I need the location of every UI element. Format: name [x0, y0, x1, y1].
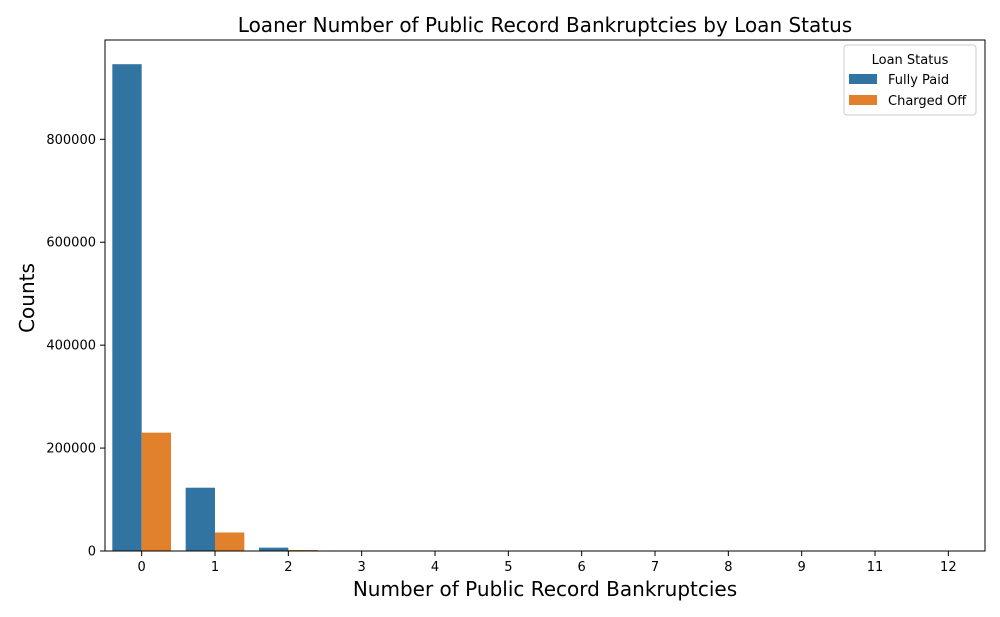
y-tick-label: 400000: [46, 339, 96, 354]
y-axis-ticks: 0 200000 400000 600000 800000: [46, 133, 105, 560]
x-tick-label: 11: [867, 560, 884, 575]
x-tick-label: 4: [431, 560, 439, 575]
legend-entry-label: Charged Off: [888, 94, 967, 109]
y-tick-label: 600000: [46, 236, 96, 251]
x-tick-label: 7: [651, 560, 659, 575]
bar-fully-paid-0: [112, 64, 142, 551]
bar-charged-off-1: [215, 532, 245, 551]
legend-title: Loan Status: [872, 53, 949, 68]
legend-entry-label: Fully Paid: [888, 73, 949, 88]
x-tick-label: 1: [211, 560, 219, 575]
legend-swatch: [849, 74, 877, 84]
bar-charged-off-0: [141, 432, 171, 551]
x-tick-label: 6: [578, 560, 586, 575]
plot-area: [104, 39, 986, 552]
y-tick-label: 0: [88, 545, 96, 560]
axes-frame: [104, 39, 986, 552]
x-axis-ticks: 0 1 2 3 4 5 6 7 8 9 11 12: [138, 551, 957, 575]
bar-fully-paid-1: [185, 487, 215, 551]
bar-fully-paid-2: [259, 547, 289, 551]
x-axis-label: Number of Public Record Bankruptcies: [353, 577, 737, 601]
bar-charged-off-2: [288, 549, 318, 551]
y-tick-label: 200000: [46, 442, 96, 457]
x-tick-label: 9: [798, 560, 806, 575]
y-axis-label: Counts: [15, 263, 39, 333]
x-tick-label: 8: [724, 560, 732, 575]
x-tick-label: 5: [504, 560, 512, 575]
x-tick-label: 12: [940, 560, 957, 575]
x-tick-label: 3: [358, 560, 366, 575]
legend-swatch: [849, 95, 877, 105]
x-tick-label: 0: [138, 560, 146, 575]
x-tick-label: 2: [284, 560, 292, 575]
legend: Loan Status Fully Paid Charged Off: [843, 44, 977, 116]
chart-title: Loaner Number of Public Record Bankruptc…: [238, 13, 852, 37]
y-tick-label: 800000: [46, 133, 96, 148]
